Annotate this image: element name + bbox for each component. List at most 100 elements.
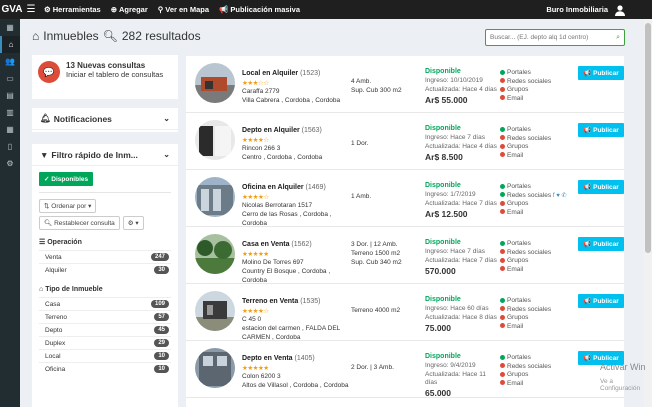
rating-stars: ★★★☆☆ (242, 80, 269, 87)
sort-button[interactable]: ⇅ Ordenar por ▾ (39, 199, 97, 213)
sidebar-item-document[interactable]: ▯ (0, 138, 20, 155)
reset-query-button[interactable]: 🔍︎ Restablecer consulta (39, 216, 120, 230)
rating-stars: ★★★★☆ (242, 194, 269, 201)
search-icon: 🔍︎ (102, 29, 118, 43)
nav-publicacion-masiva[interactable]: 📢 Publicación masiva (219, 5, 300, 14)
page-title: ⌂ Inmuebles 🔍︎ 282 resultados (32, 29, 201, 43)
channel-redes: Redes sociales f ♥ ✆ (500, 192, 566, 201)
property-row: Casa en Venta (1562) ★★★★★ Molino De Tor… (186, 227, 624, 284)
property-dates: Ingreso: 9/4/2019 Actualizada: Hace 11 día… (425, 362, 486, 386)
property-photo[interactable] (195, 177, 235, 217)
property-price: 570.000 (425, 266, 456, 276)
property-specs: 1 Dor. (351, 140, 369, 147)
filter-item-oficina[interactable]: Oficina 10 (39, 362, 171, 375)
sidebar-item-calendar[interactable]: ▤ (0, 87, 20, 104)
property-photo[interactable] (195, 348, 235, 388)
menu-toggle-icon[interactable]: ☰ (26, 4, 36, 15)
scrollbar-thumb[interactable] (645, 23, 651, 253)
property-title[interactable]: Oficina en Alquiler (1469) (242, 184, 326, 191)
publication-channels: Portales Redes sociales f ♥ ✆ Grupos Ema… (500, 183, 566, 217)
channel-email: Email (500, 95, 551, 104)
app-logo[interactable]: GVA (1, 4, 23, 15)
search-icon[interactable]: ⌕ (616, 33, 620, 41)
property-specs: 4 Amb. Sup. Cub 300 m2 (351, 78, 402, 94)
new-queries-notice[interactable]: 💬 13 Nuevas consultas Iniciar el tablero… (32, 55, 178, 99)
sidebar-item-building[interactable]: ▥ (0, 104, 20, 121)
property-price: Ar$ 55.000 (425, 95, 468, 105)
sidebar-item-home[interactable]: ⌂ (0, 36, 20, 53)
notifications-panel: 🔔︎ Notificaciones ⌄ (32, 108, 178, 132)
channel-grupos: Grupos (500, 86, 551, 95)
publish-button[interactable]: 📢 Publicar (578, 294, 624, 308)
megaphone-icon: 📢 (583, 298, 592, 305)
megaphone-icon: 📢 (583, 127, 592, 134)
new-queries-text: Iniciar el tablero de consultas (66, 70, 164, 79)
publish-button[interactable]: 📢 Publicar (578, 180, 624, 194)
property-title[interactable]: Local en Alquiler (1523) (242, 70, 321, 77)
sidebar-item-users[interactable]: 👥 (0, 53, 20, 70)
channel-portales: Portales (500, 240, 551, 249)
publish-button[interactable]: 📢 Publicar (578, 237, 624, 251)
channel-portales: Portales (500, 354, 551, 363)
page-scrollbar[interactable] (644, 19, 652, 407)
property-photo[interactable] (195, 63, 235, 103)
filter-item-venta[interactable]: Venta 247 (39, 250, 171, 263)
channel-email: Email (500, 209, 566, 218)
settings-dropdown-button[interactable]: ⚙ ▾ (122, 216, 144, 230)
filter-item-depto[interactable]: Depto 45 (39, 323, 171, 336)
publication-channels: Portales Redes sociales Grupos Email (500, 297, 551, 331)
property-title[interactable]: Terreno en Venta (1535) (242, 298, 321, 305)
channel-grupos: Grupos (500, 143, 551, 152)
property-photo[interactable] (195, 291, 235, 331)
channel-redes: Redes sociales (500, 78, 551, 87)
windows-activation-watermark: Activar Win (600, 362, 646, 372)
property-photo[interactable] (195, 234, 235, 274)
filter-header[interactable]: ▼ Filtro rápido de Inm... ⌄ (32, 144, 178, 166)
megaphone-icon: 📢 (583, 70, 592, 77)
sidebar-item-settings[interactable]: ⚙ (0, 155, 20, 172)
gear-icon: ⚙ (44, 5, 51, 14)
publication-channels: Portales Redes sociales Grupos Email (500, 126, 551, 160)
social-icons: f ♥ ✆ (552, 192, 567, 199)
publication-channels: Portales Redes sociales Grupos Email (500, 240, 551, 274)
property-row: Terreno en Venta (1535) ★★★★☆ C 45 0 esta… (186, 284, 624, 341)
publish-button[interactable]: 📢 Publicar (578, 351, 624, 365)
filter-item-duplex[interactable]: Duplex 29 (39, 336, 171, 349)
plus-circle-icon: ⊕ (110, 5, 117, 14)
publication-channels: Portales Redes sociales Grupos Email (500, 354, 551, 388)
operacion-title: ☰ Operación (39, 239, 82, 246)
filter-item-local[interactable]: Local 10 (39, 349, 171, 362)
filter-item-alquiler[interactable]: Alquiler 30 (39, 263, 171, 276)
filter-icon: ▼ (40, 149, 49, 160)
document-icon: ▯ (7, 142, 13, 151)
quick-filter-panel: ▼ Filtro rápido de Inm... ⌄ ✓ Disponible… (32, 144, 178, 407)
publish-button[interactable]: 📢 Publicar (578, 123, 624, 137)
windows-activation-subtext: Ve a Configuración (600, 378, 641, 392)
home-icon: ⌂ (32, 29, 40, 43)
publication-channels: Portales Redes sociales Grupos Email (500, 69, 551, 103)
property-title[interactable]: Depto en Alquiler (1563) (242, 127, 322, 134)
channel-grupos: Grupos (500, 257, 551, 266)
nav-herramientas[interactable]: ⚙ Herramientas (44, 5, 101, 14)
filter-item-casa[interactable]: Casa 109 (39, 297, 171, 310)
publish-button[interactable]: 📢 Publicar (578, 66, 624, 80)
property-title[interactable]: Casa en Venta (1562) (242, 241, 312, 248)
top-nav: ⚙ Herramientas ⊕ Agregar ⚲ Ver en Mapa 📢 Pub… (44, 5, 300, 14)
search-input[interactable] (490, 34, 610, 41)
channel-redes: Redes sociales (500, 363, 551, 372)
filter-item-terreno[interactable]: Terreno 57 (39, 310, 171, 323)
property-photo[interactable] (195, 120, 235, 160)
bell-icon: 🔔︎ (40, 113, 51, 123)
sidebar-item-table[interactable]: ▦ (0, 121, 20, 138)
channel-portales: Portales (500, 69, 551, 78)
chevron-down-icon: ⌄ (163, 150, 170, 159)
nav-ver-en-mapa[interactable]: ⚲ Ver en Mapa (157, 5, 210, 14)
sidebar-item-inbox[interactable]: ▭ (0, 70, 20, 87)
property-title[interactable]: Depto en Venta (1405) (242, 355, 315, 362)
property-address: C 45 0 estacion del carmen , FALDA DEL CAR… (242, 316, 341, 341)
user-menu[interactable]: Buro Inmobiliaria (546, 4, 652, 16)
nav-agregar[interactable]: ⊕ Agregar (110, 5, 148, 14)
sidebar-item-grid[interactable]: ▦ (0, 19, 20, 36)
notifications-header[interactable]: 🔔︎ Notificaciones ⌄ (32, 108, 178, 130)
disponibles-button[interactable]: ✓ Disponibles (39, 172, 94, 186)
